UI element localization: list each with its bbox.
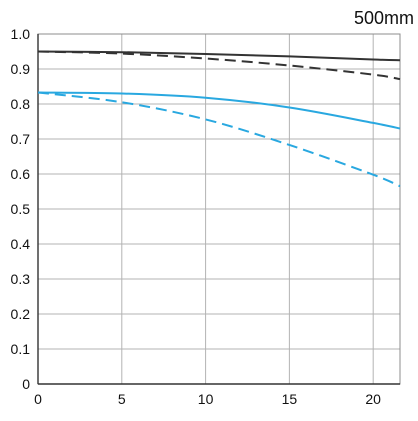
y-tick-label-6: 0.6 — [11, 166, 31, 182]
series-line-0-solid — [37, 50, 401, 62]
series-line-1-dashed — [37, 50, 401, 81]
y-tick-label-8: 0.8 — [11, 96, 31, 112]
y-tick-label-7: 0.7 — [11, 131, 31, 147]
x-tick-label-3: 15 — [282, 391, 298, 407]
y-tick-label-0: 0 — [22, 376, 30, 392]
x-tick-label-4: 20 — [365, 391, 381, 407]
y-tick-label-9: 0.9 — [11, 61, 31, 77]
plot-frame — [37, 33, 401, 385]
grid-lines — [37, 33, 400, 385]
series-lines — [37, 50, 401, 188]
y-tick-label-5: 0.5 — [11, 201, 31, 217]
y-tick-label-2: 0.2 — [11, 306, 31, 322]
x-tick-label-1: 5 — [118, 391, 126, 407]
chart-title: 500mm — [354, 8, 414, 28]
y-tick-label-4: 0.4 — [11, 236, 31, 252]
x-tick-label-0: 0 — [34, 391, 42, 407]
series-line-3-dashed — [37, 91, 401, 188]
y-tick-labels: 0 0.1 0.2 0.3 0.4 0.5 0.6 0.7 0.8 0.9 1.0 — [11, 26, 31, 392]
y-tick-label-10: 1.0 — [11, 26, 31, 42]
y-tick-label-1: 0.1 — [11, 341, 31, 357]
series-line-2-solid — [37, 91, 401, 130]
y-tick-label-3: 0.3 — [11, 271, 31, 287]
x-tick-label-2: 10 — [198, 391, 214, 407]
x-tick-labels: 0 5 10 15 20 — [34, 391, 381, 407]
